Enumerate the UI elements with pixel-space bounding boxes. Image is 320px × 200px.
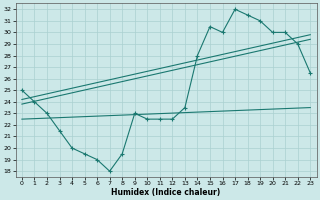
X-axis label: Humidex (Indice chaleur): Humidex (Indice chaleur) xyxy=(111,188,221,197)
